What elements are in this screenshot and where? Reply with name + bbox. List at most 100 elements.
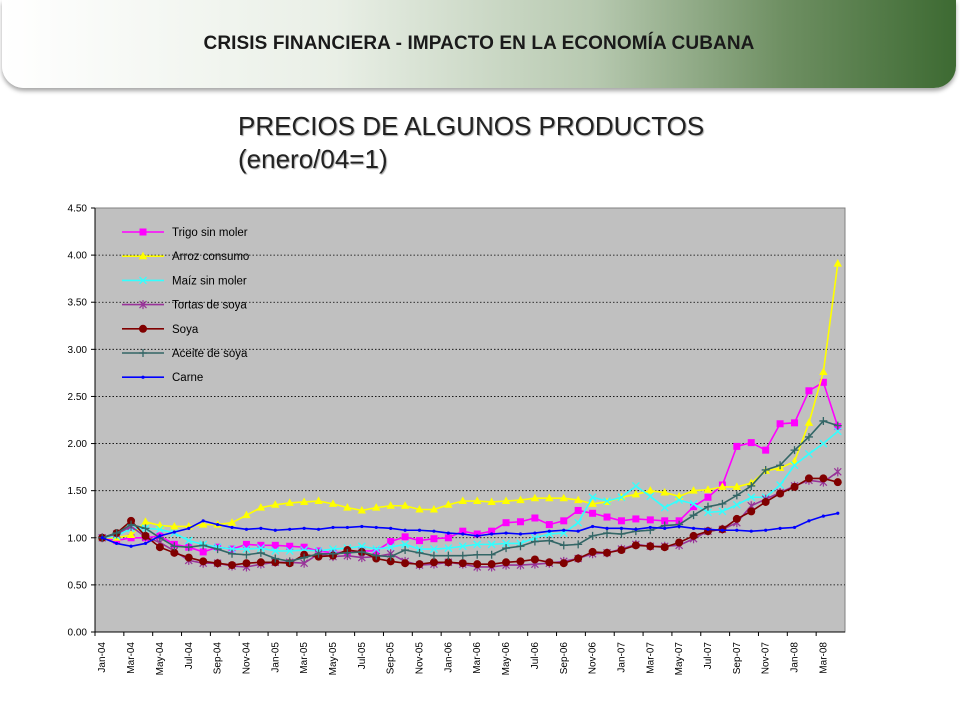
data-point: [458, 496, 467, 505]
data-point: [184, 536, 193, 545]
legend-marker: [139, 276, 147, 285]
data-point: [155, 543, 164, 552]
data-point: [172, 530, 176, 534]
legend-marker: [139, 228, 147, 236]
data-point: [762, 446, 770, 454]
x-tick-label: Nov-06: [588, 642, 599, 675]
data-point: [141, 524, 150, 533]
x-tick-label: Jul-06: [530, 642, 541, 670]
series-6: [100, 511, 840, 548]
legend-marker: [141, 375, 145, 379]
data-point: [619, 526, 624, 530]
data-point: [158, 534, 162, 538]
data-point: [458, 551, 467, 560]
legend-marker: [139, 300, 147, 310]
data-point: [718, 507, 727, 516]
data-point: [256, 548, 265, 557]
data-point: [836, 511, 840, 515]
data-point: [273, 528, 277, 532]
x-tick-label: Mar-06: [472, 642, 483, 674]
legend-marker: [139, 349, 147, 357]
x-tick-label: Nov-05: [415, 642, 426, 675]
data-point: [285, 547, 294, 555]
data-point: [747, 481, 756, 490]
data-point: [429, 545, 438, 554]
legend-label: Trigo sin moler: [172, 227, 248, 239]
data-point: [184, 553, 193, 562]
data-point: [590, 524, 595, 529]
data-point: [704, 493, 712, 501]
data-point: [776, 420, 784, 428]
data-point: [547, 529, 551, 533]
data-point: [314, 496, 323, 505]
x-tick-label: Sep-05: [386, 642, 397, 675]
data-point: [732, 491, 741, 500]
data-point: [372, 547, 380, 555]
data-point: [833, 421, 842, 430]
y-tick-label: 3.00: [68, 345, 88, 356]
data-point: [545, 558, 554, 567]
data-point: [490, 532, 494, 536]
data-point: [328, 499, 338, 507]
data-point: [617, 546, 626, 555]
data-point: [504, 531, 508, 535]
data-point: [819, 367, 828, 375]
data-point: [199, 548, 207, 556]
data-point: [444, 558, 453, 567]
x-tick-label: May-04: [155, 642, 166, 676]
data-point: [230, 525, 234, 530]
chart-heading-line2: (enero/04=1): [238, 144, 388, 174]
legend-label: Aceite de soya: [172, 348, 248, 360]
data-point: [646, 492, 655, 501]
data-point: [487, 560, 496, 569]
x-tick-label: Jan-07: [616, 642, 627, 673]
data-point: [675, 538, 684, 547]
data-point: [516, 495, 525, 504]
data-point: [677, 524, 681, 529]
data-point: [345, 525, 350, 530]
data-point: [329, 545, 337, 554]
data-point: [386, 552, 395, 561]
data-point: [100, 536, 104, 540]
y-tick-label: 2.00: [68, 439, 88, 450]
data-point: [170, 521, 179, 530]
data-point: [603, 513, 611, 521]
series-line: [102, 430, 839, 552]
data-point: [749, 529, 753, 533]
data-point: [632, 515, 640, 523]
data-point: [127, 520, 136, 529]
data-point: [141, 517, 150, 525]
data-point: [417, 528, 422, 532]
data-point: [819, 416, 828, 425]
data-point: [648, 525, 652, 530]
data-point: [545, 521, 553, 529]
data-point: [545, 493, 554, 502]
y-tick-label: 1.50: [68, 486, 88, 497]
data-point: [559, 493, 568, 502]
data-point: [487, 550, 496, 559]
data-point: [415, 560, 424, 569]
data-point: [764, 528, 768, 532]
data-point: [646, 542, 655, 551]
data-point: [576, 529, 580, 533]
data-point: [761, 465, 770, 474]
data-point: [804, 474, 813, 483]
data-point: [559, 559, 568, 568]
x-tick-label: Nov-07: [761, 642, 772, 675]
data-point: [487, 497, 496, 505]
data-point: [703, 485, 713, 493]
data-point: [588, 493, 597, 502]
data-point: [432, 529, 436, 533]
data-point: [735, 528, 739, 532]
data-point: [271, 547, 280, 555]
data-point: [430, 535, 438, 543]
data-point: [631, 481, 640, 490]
data-point: [487, 540, 496, 549]
data-point: [574, 554, 583, 563]
data-point: [129, 544, 133, 548]
data-point: [804, 449, 813, 458]
data-point: [357, 547, 366, 556]
data-point: [516, 518, 524, 526]
data-point: [360, 524, 364, 529]
data-point: [458, 542, 467, 551]
